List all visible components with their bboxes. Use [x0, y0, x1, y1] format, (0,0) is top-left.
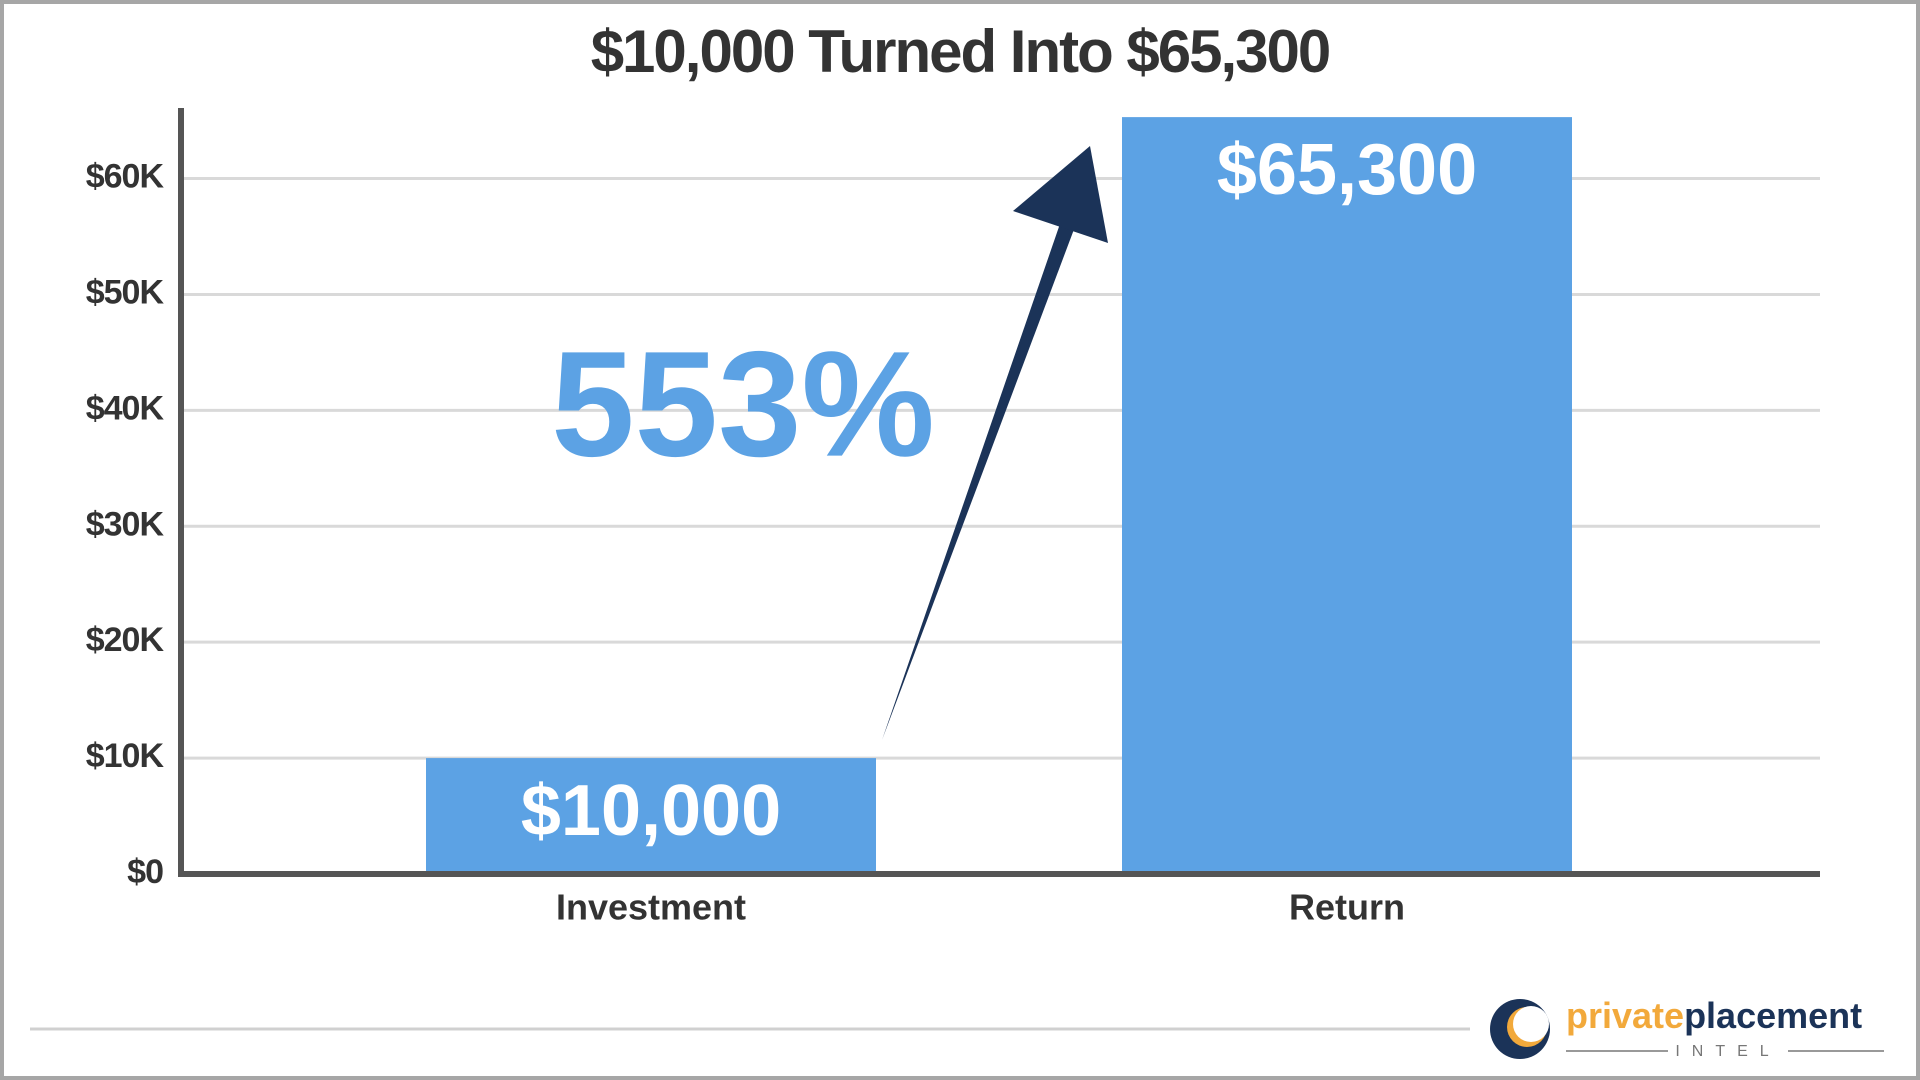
chart-title: $10,000 Turned Into $65,300 [591, 18, 1330, 85]
x-tick-label: Return [1289, 887, 1405, 928]
annotation: 553% [551, 320, 935, 488]
bar [1122, 117, 1572, 874]
y-tick-label: $60K [86, 158, 165, 196]
arrow-head [1013, 146, 1108, 243]
logo-subtitle: INTEL [1675, 1043, 1780, 1060]
logo-word: placement [1684, 995, 1862, 1036]
value-label: $10,000 [521, 771, 781, 851]
x-tick-label: Investment [556, 887, 746, 928]
logo-mark [1513, 1006, 1549, 1042]
y-tick-label: $30K [86, 505, 165, 543]
value-label: $65,300 [1217, 130, 1477, 210]
logo-text: privateplacement [1566, 995, 1862, 1036]
bar [426, 758, 876, 874]
logo-word: private [1566, 995, 1684, 1036]
y-tick-label: $40K [86, 389, 165, 427]
y-tick-label: $0 [127, 853, 163, 891]
y-tick-label: $20K [86, 621, 165, 659]
arrow-shaft [882, 218, 1076, 740]
y-tick-label: $50K [86, 273, 165, 311]
y-tick-label: $10K [86, 737, 165, 775]
